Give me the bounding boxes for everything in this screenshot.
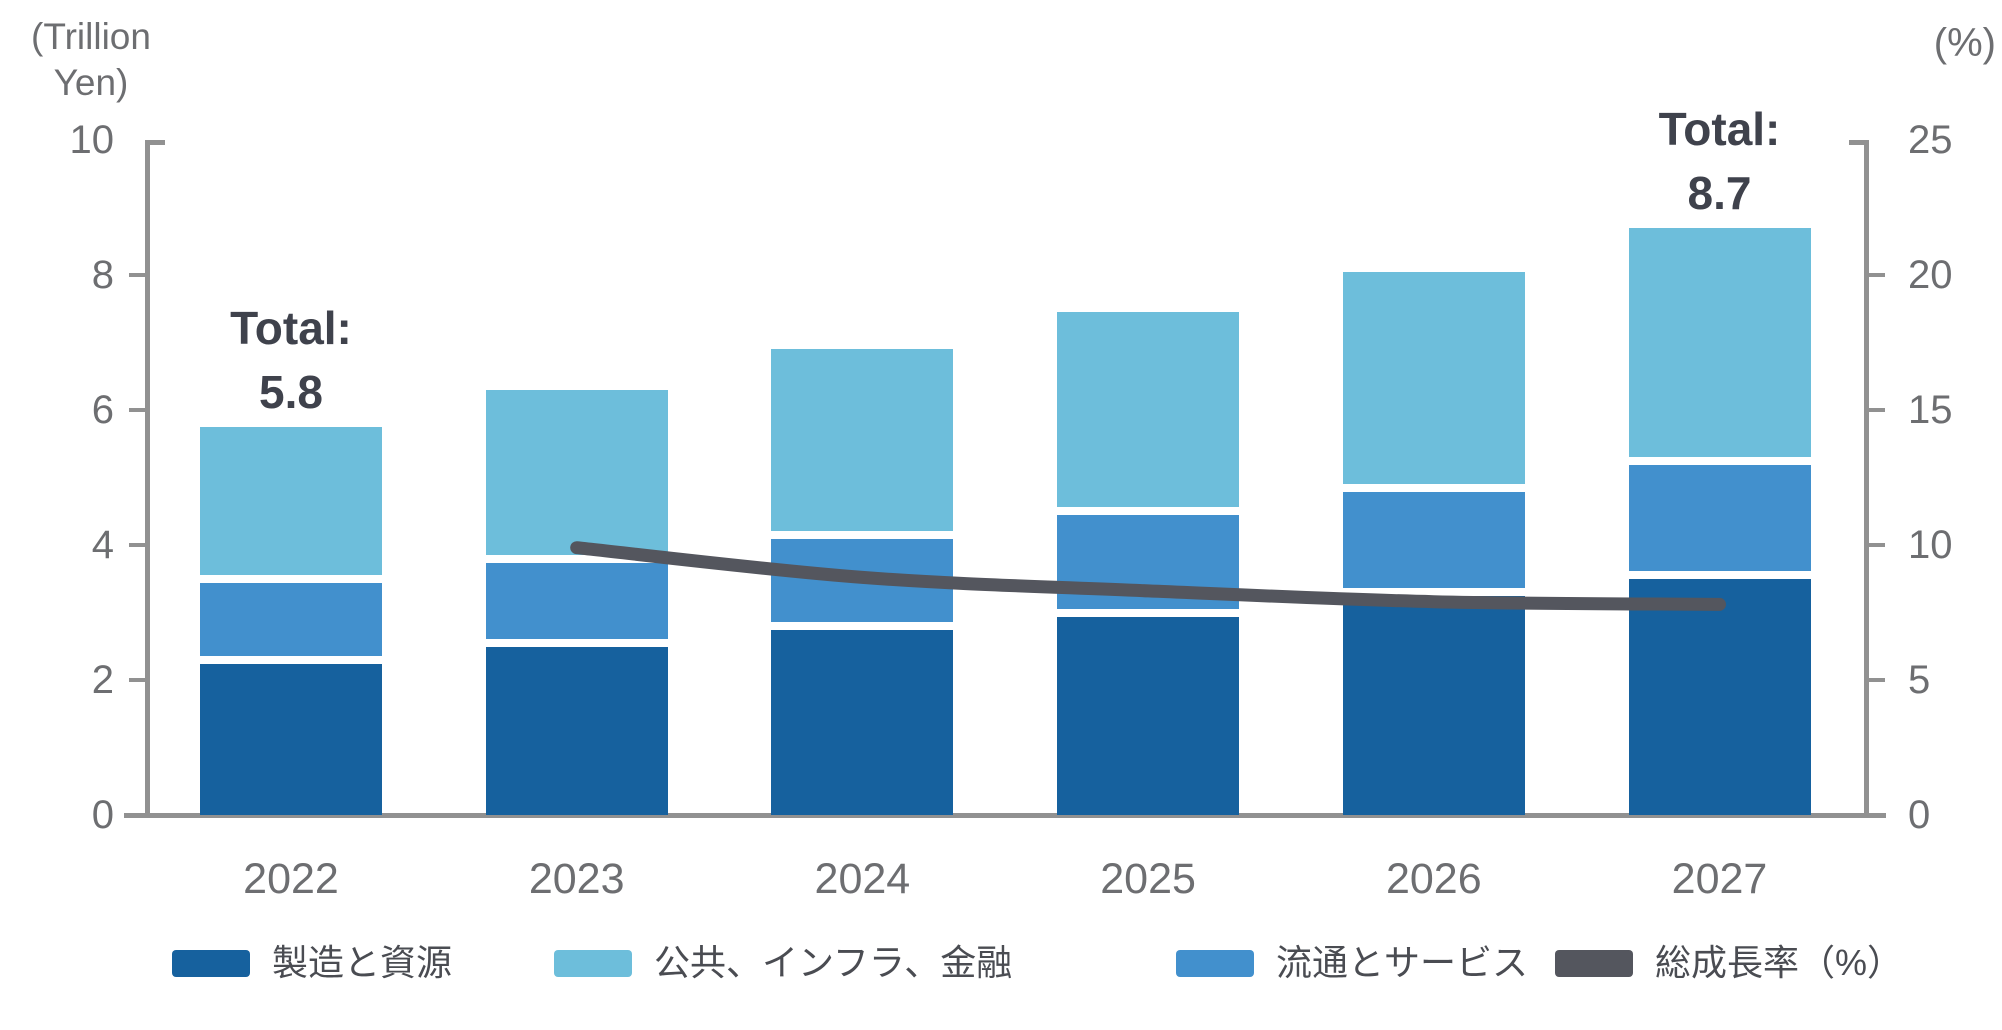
legend-label: 製造と資源 [272,942,453,983]
chart-legend: 製造と資源 公共、インフラ、金融 流通とサービス 総成長率（%） [0,936,2002,996]
bar-segment-distribution-2023 [485,562,668,639]
total-annotation-2027: Total: 8.7 [1570,97,1870,225]
left-axis-top-cap [150,140,165,145]
left-axis-tick-label: 2 [91,658,114,702]
total-annotation-line: 8.7 [1687,166,1752,219]
left-axis-tick [129,408,145,412]
right-axis-top-cap [1849,140,1864,145]
right-axis-tick-label: 10 [1908,523,1953,567]
left-axis-tick-label: 4 [91,523,114,567]
legend-swatch [1176,949,1254,977]
left-axis-tick-label: 10 [69,118,115,162]
legend-item-0: 製造と資源 [172,936,452,990]
total-annotation-line: Total: [1658,102,1781,155]
right-axis-tick-label: 20 [1908,253,1953,297]
bar-segment-public-2027 [1628,227,1811,457]
x-axis-label-2027: 2027 [1671,855,1768,903]
x-axis-label-2026: 2026 [1385,855,1482,903]
bar-segment-public-2026 [1342,271,1525,484]
legend-item-2: 流通とサービス [1176,936,1528,990]
right-axis-tick-label: 5 [1908,658,1931,702]
legend-item-3: 総成長率（%） [1555,936,1903,990]
right-axis-tick [1869,543,1885,547]
legend-swatch [172,949,250,977]
bar-segment-distribution-2027 [1628,464,1811,572]
x-axis-label-2024: 2024 [814,855,911,903]
plot-area [147,140,1867,815]
legend-label: 総成長率（%） [1655,942,1904,983]
total-annotation-2022: Total: 5.8 [141,296,441,424]
bar-segment-manufacturing-2023 [485,646,668,815]
legend-item-1: 公共、インフラ、金融 [554,936,1012,990]
legend-swatch [1555,949,1633,977]
right-axis-tick [1869,408,1885,412]
bar-segment-manufacturing-2025 [1057,616,1240,815]
total-annotation-line: 5.8 [259,365,323,418]
bar-segment-public-2024 [771,349,954,531]
right-axis-tick-label: 15 [1908,388,1953,432]
left-axis-tick-label: 0 [91,793,114,837]
left-axis-unit-label: (Trillion Yen) [31,16,151,103]
right-axis-line [1864,140,1869,817]
left-axis-line [145,140,150,817]
left-axis-tick-label: 8 [91,253,114,297]
bar-segment-manufacturing-2022 [200,663,382,815]
bar-segment-manufacturing-2027 [1628,579,1811,815]
legend-label: 公共、インフラ、金融 [654,942,1013,983]
bar-segment-manufacturing-2026 [1342,596,1525,815]
x-axis-label-2023: 2023 [528,855,625,903]
right-axis-tick [1869,273,1885,277]
bar-segment-distribution-2022 [200,582,382,656]
x-axis-label-2025: 2025 [1100,855,1196,903]
right-axis-tick [1869,678,1885,682]
right-axis-unit-label: (%) [1933,21,1996,65]
left-axis-tick-label: 6 [91,388,114,432]
total-annotation-line: Total: [230,301,352,354]
legend-swatch [554,949,632,977]
bar-segment-public-2025 [1057,312,1240,508]
bar-segment-public-2023 [485,389,668,555]
bar-segment-manufacturing-2024 [771,630,954,815]
bar-segment-distribution-2026 [1342,491,1525,589]
baseline-axis-line [124,813,1886,818]
left-axis-tick [129,543,145,547]
growth-rate-line [570,541,1726,611]
x-axis-label-2022: 2022 [243,855,339,903]
right-axis-tick-label: 25 [1908,118,1953,162]
left-axis-tick [129,273,145,277]
right-axis-tick-label: 0 [1908,793,1931,837]
legend-label: 流通とサービス [1276,942,1529,983]
left-axis-tick [129,678,145,682]
bar-segment-public-2022 [200,426,382,575]
